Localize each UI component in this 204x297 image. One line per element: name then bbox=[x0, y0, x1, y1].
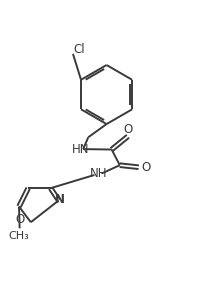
Text: CH₃: CH₃ bbox=[8, 231, 29, 241]
Text: O: O bbox=[141, 161, 150, 174]
Text: NH: NH bbox=[90, 168, 107, 181]
Text: Cl: Cl bbox=[73, 43, 84, 56]
Text: O: O bbox=[15, 213, 24, 226]
Text: N: N bbox=[54, 193, 64, 206]
Text: HN: HN bbox=[72, 143, 89, 156]
Text: O: O bbox=[123, 123, 132, 136]
